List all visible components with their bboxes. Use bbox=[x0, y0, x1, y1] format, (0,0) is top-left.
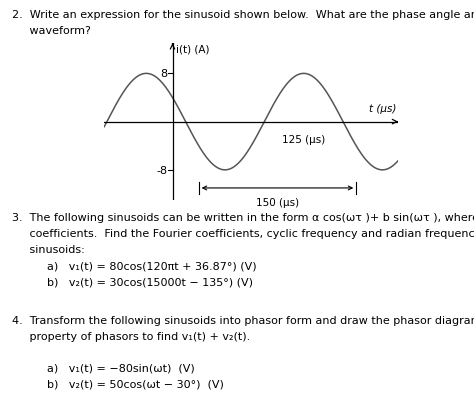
Text: 8: 8 bbox=[160, 69, 167, 79]
Text: b)   v₂(t) = 50cos(ωt − 30°)  (V): b) v₂(t) = 50cos(ωt − 30°) (V) bbox=[12, 379, 224, 389]
Text: 150 (μs): 150 (μs) bbox=[256, 197, 299, 207]
Text: a)   v₁(t) = −80sin(ωt)  (V): a) v₁(t) = −80sin(ωt) (V) bbox=[12, 363, 195, 373]
Text: i(t) (A): i(t) (A) bbox=[176, 44, 209, 54]
Text: 2.  Write an expression for the sinusoid shown below.  What are the phase angle : 2. Write an expression for the sinusoid … bbox=[12, 10, 474, 20]
Text: coefficients.  Find the Fourier coefficients, cyclic frequency and radian freque: coefficients. Find the Fourier coefficie… bbox=[12, 229, 474, 239]
Text: sinusoids:: sinusoids: bbox=[12, 245, 84, 255]
Text: t (μs): t (μs) bbox=[369, 103, 396, 113]
Text: 4.  Transform the following sinusoids into phasor form and draw the phasor diagr: 4. Transform the following sinusoids int… bbox=[12, 315, 474, 325]
Text: -8: -8 bbox=[156, 166, 167, 175]
Text: b)   v₂(t) = 30cos(15000t − 135°) (V): b) v₂(t) = 30cos(15000t − 135°) (V) bbox=[12, 277, 253, 287]
Text: waveform?: waveform? bbox=[12, 26, 91, 36]
Text: a)   v₁(t) = 80cos(120πt + 36.87°) (V): a) v₁(t) = 80cos(120πt + 36.87°) (V) bbox=[12, 261, 256, 271]
Text: 125 (μs): 125 (μs) bbox=[282, 134, 325, 144]
Text: 3.  The following sinusoids can be written in the form α cos(ωτ )+ b sin(ωτ ), w: 3. The following sinusoids can be writte… bbox=[12, 213, 474, 223]
Text: property of phasors to find v₁(t) + v₂(t).: property of phasors to find v₁(t) + v₂(t… bbox=[12, 331, 250, 341]
